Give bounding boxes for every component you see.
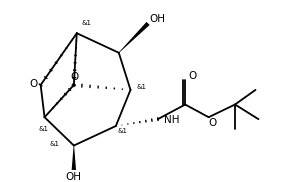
Text: O: O (71, 72, 79, 82)
Text: NH: NH (164, 115, 179, 125)
Text: O: O (30, 79, 38, 89)
Text: O: O (188, 71, 196, 81)
Text: &1: &1 (118, 128, 128, 134)
Polygon shape (72, 146, 76, 170)
Text: OH: OH (66, 172, 82, 182)
Text: &1: &1 (82, 20, 92, 26)
Text: &1: &1 (49, 141, 59, 147)
Text: OH: OH (150, 13, 166, 23)
Text: O: O (208, 118, 217, 128)
Polygon shape (118, 22, 150, 53)
Text: &1: &1 (38, 126, 48, 132)
Text: &1: &1 (136, 84, 146, 90)
